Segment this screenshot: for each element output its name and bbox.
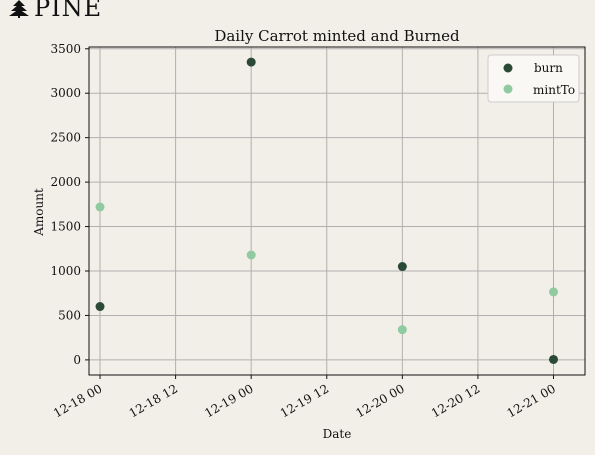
chart-title: Daily Carrot minted and Burned — [214, 27, 460, 45]
pine-logo: PINE — [9, 0, 102, 22]
data-point-mintto — [246, 250, 256, 260]
x-tick-label: 12-19 00 — [202, 381, 255, 420]
data-point-burn — [549, 354, 559, 364]
data-point-burn — [246, 57, 256, 67]
y-tick-label: 1000 — [50, 264, 81, 278]
y-axis-label: Amount — [32, 188, 46, 237]
y-tick-label: 2500 — [50, 131, 81, 145]
data-points — [95, 57, 559, 364]
data-point-burn — [397, 262, 407, 272]
y-tick-label: 3500 — [50, 42, 81, 56]
plot-frame — [88, 46, 586, 376]
x-tick-label: 12-21 00 — [505, 381, 558, 420]
data-point-mintto — [397, 325, 407, 335]
data-point-mintto — [95, 202, 105, 212]
x-axis: 12-18 00 12-18 12 12-19 00 12-19 12 12-20 00… — [51, 375, 558, 420]
legend-label-burn: burn — [534, 61, 563, 75]
y-axis: 0 500 1000 1500 2000 2500 3000 3500 — [50, 42, 89, 367]
y-tick-label: 0 — [73, 353, 81, 367]
y-tick-label: 2000 — [50, 175, 81, 189]
legend-marker-burn — [503, 63, 513, 73]
y-tick-label: 1500 — [50, 220, 81, 234]
data-point-burn — [95, 302, 105, 312]
x-axis-label: Date — [323, 427, 352, 441]
grid-lines — [89, 47, 585, 375]
y-tick-label: 500 — [58, 308, 81, 322]
pine-tree-icon — [9, 0, 29, 18]
data-point-mintto — [549, 287, 559, 297]
y-tick-label: 3000 — [50, 86, 81, 100]
x-tick-label: 12-20 00 — [353, 381, 406, 420]
legend-marker-mintto — [503, 84, 513, 94]
logo-text: PINE — [34, 0, 102, 22]
x-tick-label: 12-20 12 — [429, 381, 482, 420]
x-tick-label: 12-19 12 — [278, 381, 331, 420]
legend: burn mintTo — [487, 54, 580, 103]
x-tick-label: 12-18 00 — [51, 381, 104, 420]
x-tick-label: 12-18 12 — [127, 381, 180, 420]
legend-label-mintto: mintTo — [533, 83, 575, 97]
